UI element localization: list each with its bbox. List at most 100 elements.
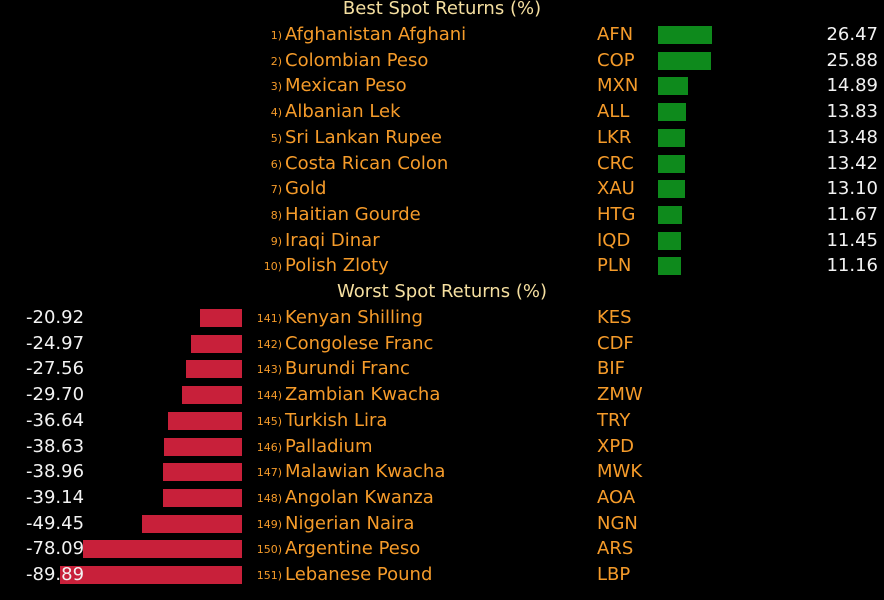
- rank-label: 141): [256, 312, 282, 325]
- worst-row: 141) Kenyan Shilling KES -20.92: [0, 305, 884, 331]
- rank-label: 8): [270, 208, 282, 222]
- return-value: 26.47: [826, 24, 878, 45]
- best-returns-title: Best Spot Returns (%): [342, 0, 542, 19]
- rank-label: 150): [256, 543, 282, 557]
- positive-return-bar: [658, 77, 689, 96]
- currency-code: AFN: [597, 24, 634, 45]
- rank-label: 144): [256, 389, 282, 403]
- return-value: -49.45: [26, 512, 85, 534]
- worst-row: 143) Burundi Franc BIF -27.56: [0, 356, 884, 382]
- currency-name: Zambian Kwacha: [285, 384, 441, 406]
- negative-return-bar: [141, 514, 242, 533]
- rank-label: 7): [270, 183, 282, 197]
- best-row: 3) Mexican Peso MXN 14.89: [0, 73, 884, 99]
- return-value: 13.10: [826, 178, 878, 200]
- return-value: -27.56: [26, 358, 85, 380]
- return-value: 13.83: [826, 101, 878, 123]
- rank-label: 151): [256, 569, 282, 582]
- worst-row: 148) Angolan Kwanza AOA -39.14: [0, 485, 884, 511]
- rank-label: 147): [256, 466, 282, 480]
- return-value: -36.64: [26, 409, 85, 431]
- positive-return-bar: [658, 103, 687, 122]
- return-value: -38.63: [26, 435, 85, 457]
- best-row: 10) Polish Zloty PLN 11.16: [0, 253, 884, 279]
- currency-name: Congolese Franc: [285, 332, 434, 354]
- rank-label: 6): [270, 157, 282, 171]
- negative-return-bar: [186, 360, 242, 379]
- negative-return-bar: [199, 309, 242, 327]
- negative-return-bar: [181, 386, 242, 405]
- best-row: 6) Costa Rican Colon CRC 13.42: [0, 151, 884, 177]
- worst-row: 150) Argentine Peso ARS -78.09: [0, 536, 884, 562]
- currency-code: BIF: [597, 358, 626, 380]
- positive-return-bar: [658, 26, 712, 44]
- return-value: 14.89: [826, 75, 878, 97]
- currency-code: MXN: [597, 75, 639, 97]
- rank-label: 10): [263, 260, 282, 274]
- best-row: 7) Gold XAU 13.10: [0, 176, 884, 202]
- currency-name: Polish Zloty: [285, 255, 389, 277]
- currency-code: MWK: [597, 461, 643, 483]
- worst-row: 144) Zambian Kwacha ZMW -29.70: [0, 382, 884, 408]
- best-row: 9) Iraqi Dinar IQD 11.45: [0, 228, 884, 254]
- best-row: 8) Haitian Gourde HTG 11.67: [0, 202, 884, 228]
- currency-code: LBP: [597, 564, 631, 585]
- positive-return-bar: [658, 231, 682, 250]
- currency-code: COP: [597, 49, 635, 71]
- positive-return-bar: [658, 257, 681, 276]
- negative-return-bar: [191, 334, 242, 353]
- worst-row: 142) Congolese Franc CDF -24.97: [0, 331, 884, 357]
- negative-return-bar: [162, 488, 242, 507]
- negative-return-bar: [59, 566, 242, 584]
- currency-name: Turkish Lira: [285, 409, 388, 431]
- rank-label: 143): [256, 363, 282, 377]
- return-value: -39.14: [26, 486, 85, 508]
- return-value: -89.89: [26, 564, 85, 585]
- currency-name: Argentine Peso: [285, 538, 421, 560]
- currency-code: ALL: [597, 101, 630, 123]
- currency-code: XAU: [597, 178, 635, 200]
- currency-code: ARS: [597, 538, 634, 560]
- rank-label: 1): [270, 29, 282, 42]
- currency-code: CRC: [597, 152, 634, 174]
- best-row: 4) Albanian Lek ALL 13.83: [0, 99, 884, 125]
- worst-row: 151) Lebanese Pound LBP -89.89: [0, 562, 884, 588]
- worst-row: 146) Palladium XPD -38.63: [0, 434, 884, 460]
- positive-return-bar: [658, 154, 686, 173]
- currency-name: Gold: [285, 178, 327, 200]
- return-value: 11.16: [826, 255, 878, 277]
- worst-row: 149) Nigerian Naira NGN -49.45: [0, 511, 884, 537]
- currency-name: Costa Rican Colon: [285, 152, 449, 174]
- negative-return-bar: [83, 540, 242, 559]
- currency-name: Nigerian Naira: [285, 512, 415, 534]
- rank-label: 9): [270, 234, 282, 248]
- return-value: -38.96: [26, 461, 85, 483]
- currency-code: AOA: [597, 486, 636, 508]
- currency-code: KES: [597, 307, 632, 328]
- best-row: 1) Afghanistan Afghani AFN 26.47: [0, 22, 884, 48]
- return-value: -20.92: [26, 307, 85, 328]
- return-value: -78.09: [26, 538, 85, 560]
- currency-name: Haitian Gourde: [285, 203, 421, 225]
- currency-name: Afghanistan Afghani: [285, 24, 467, 45]
- rank-label: 146): [256, 440, 282, 454]
- rank-label: 142): [256, 337, 282, 351]
- currency-name: Kenyan Shilling: [285, 307, 423, 328]
- currency-code: HTG: [597, 203, 636, 225]
- negative-return-bar: [162, 463, 242, 482]
- return-value: 13.48: [826, 126, 878, 148]
- return-value: 11.67: [826, 203, 878, 225]
- currency-name: Lebanese Pound: [285, 564, 433, 585]
- return-value: 11.45: [826, 229, 878, 251]
- positive-return-bar: [658, 51, 711, 70]
- rank-label: 3): [270, 80, 282, 94]
- currency-code: TRY: [597, 409, 631, 431]
- worst-row: 147) Malawian Kwacha MWK -38.96: [0, 459, 884, 485]
- return-value: 13.42: [826, 152, 878, 174]
- rank-label: 149): [256, 517, 282, 531]
- worst-returns-title: Worst Spot Returns (%): [337, 281, 547, 302]
- currency-name: Burundi Franc: [285, 358, 410, 380]
- currency-code: XPD: [597, 435, 635, 457]
- rank-label: 2): [270, 54, 282, 68]
- currency-code: NGN: [597, 512, 638, 534]
